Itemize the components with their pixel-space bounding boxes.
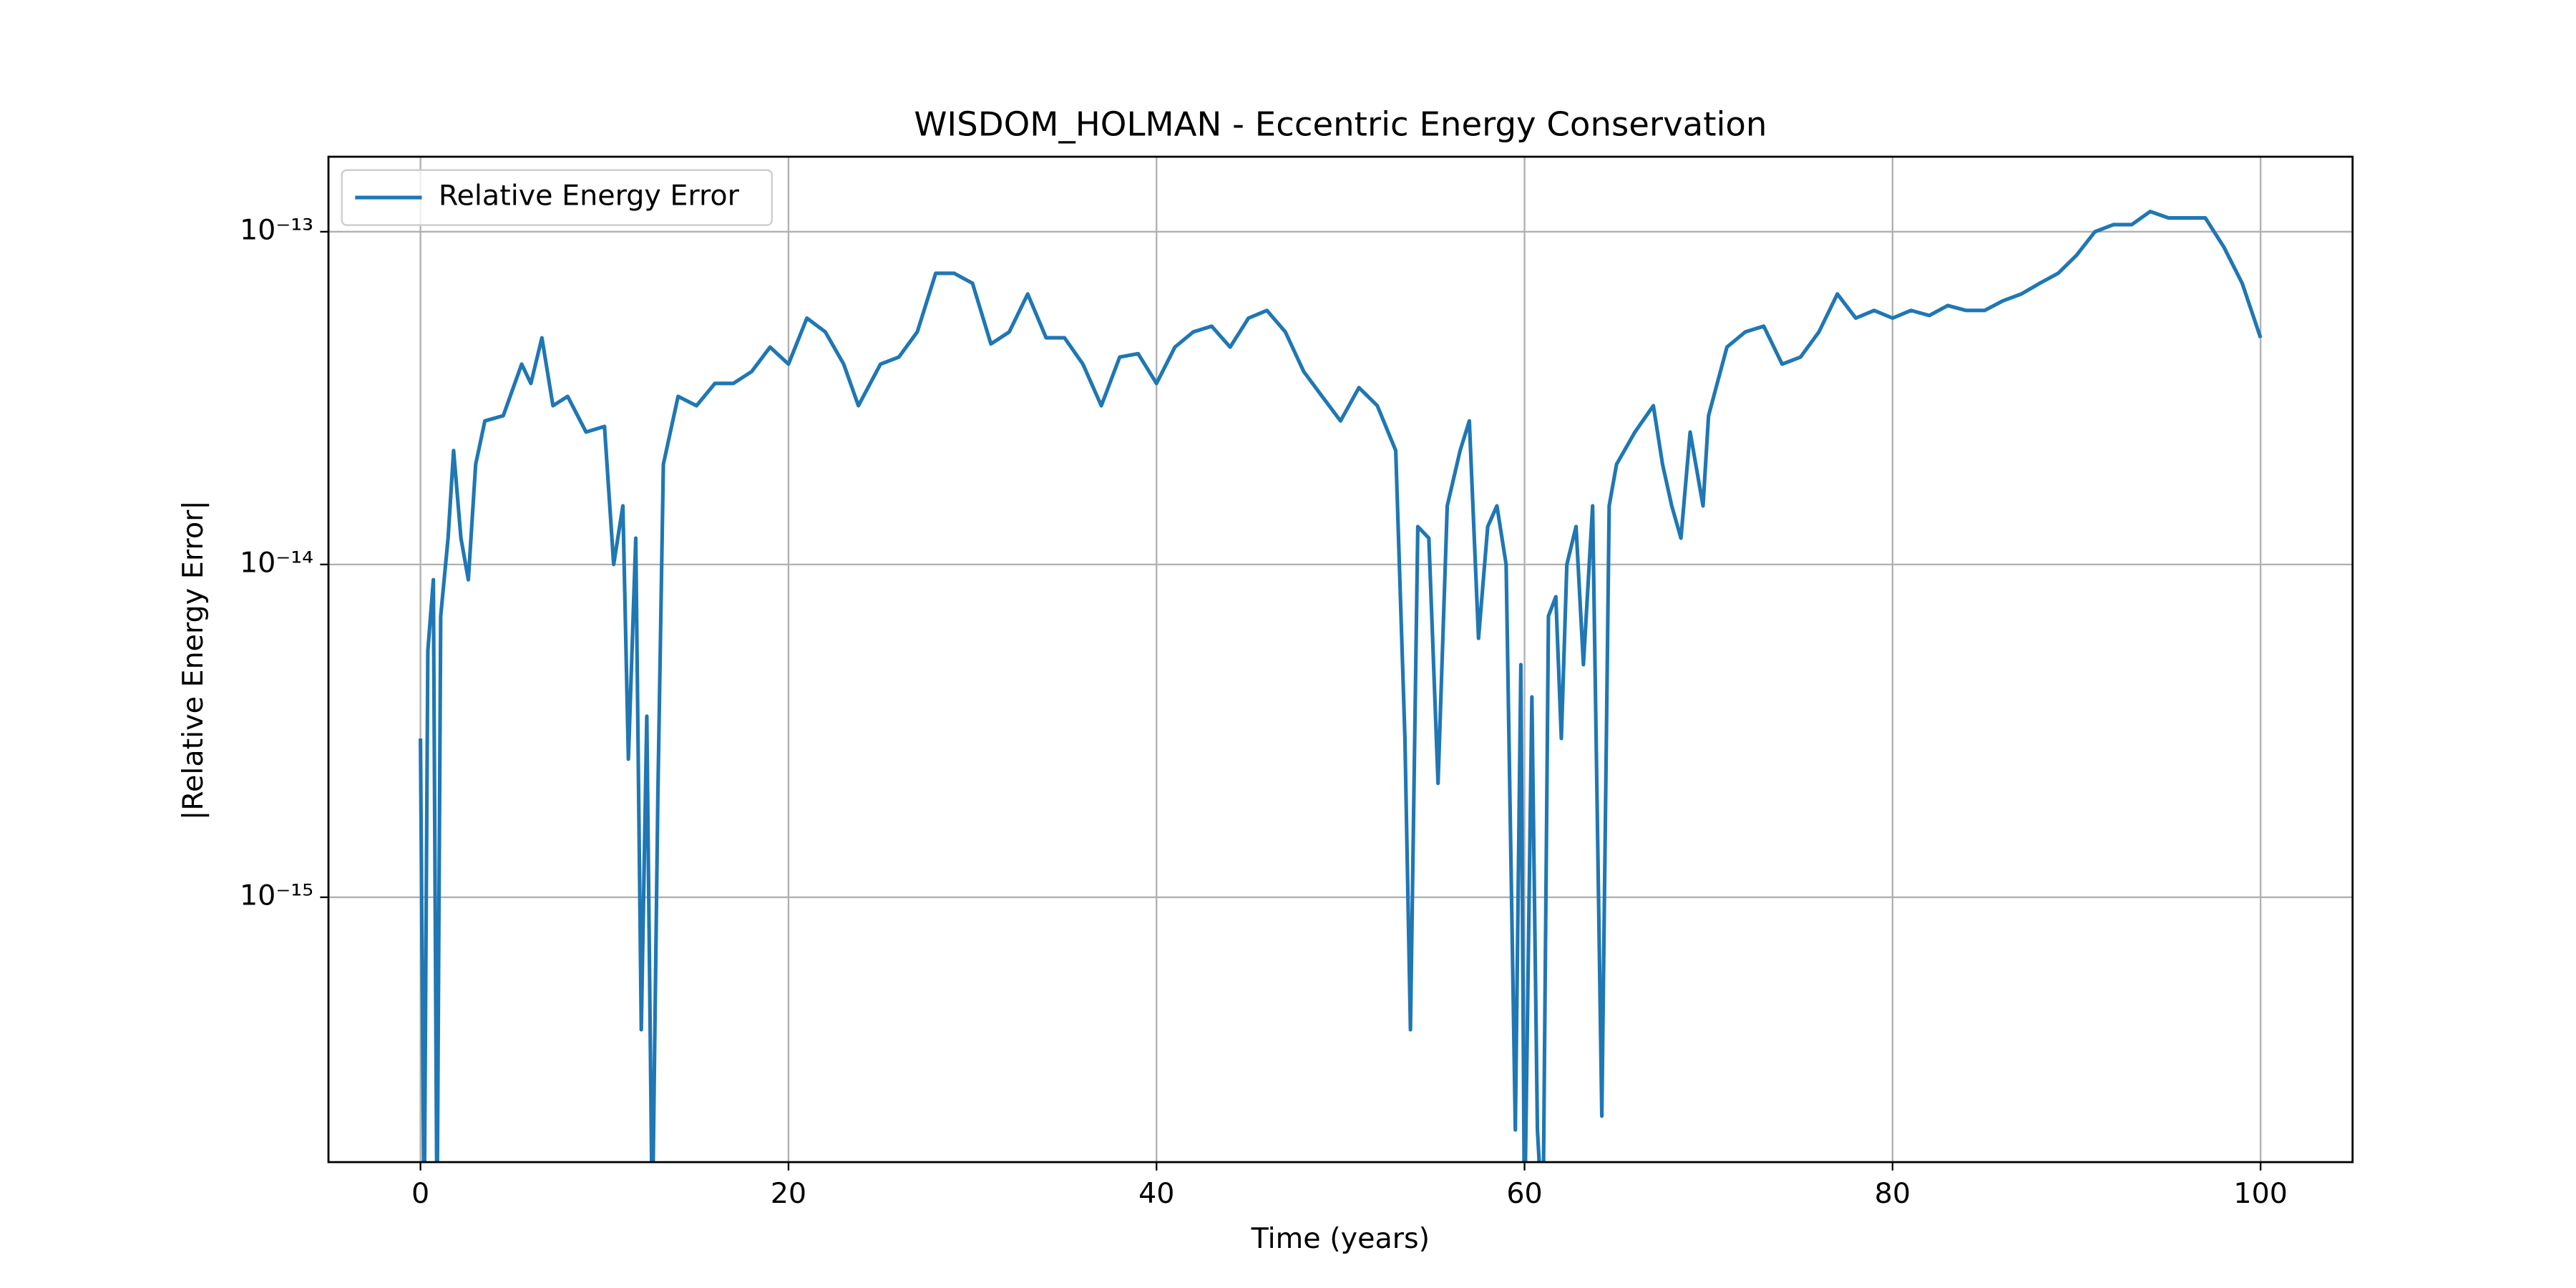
y-tick-label: 10⁻¹⁵ — [240, 879, 313, 912]
x-tick-label: 100 — [2233, 1177, 2288, 1210]
x-tick-label: 20 — [771, 1177, 806, 1210]
axes-frame — [327, 155, 2354, 1163]
y-axis-label: |Relative Energy Error| — [177, 500, 210, 820]
x-tick-label: 40 — [1138, 1177, 1174, 1210]
x-axis-label: Time (years) — [1251, 1222, 1430, 1255]
plot-area — [419, 210, 2263, 1163]
chart-title: WISDOM_HOLMAN - Eccentric Energy Conserv… — [914, 105, 1767, 144]
x-tick-label: 0 — [411, 1177, 429, 1210]
grid: 0 20 40 60 80 100 10⁻¹⁵ 10⁻¹⁴ 10⁻¹³ — [240, 157, 2353, 1210]
legend-label: Relative Energy Error — [439, 180, 740, 213]
legend-box — [341, 169, 773, 226]
x-tick-label: 80 — [1875, 1177, 1911, 1210]
line-series — [419, 210, 2263, 1163]
y-tick-label: 10⁻¹³ — [240, 213, 313, 246]
legend: Relative Energy Error — [341, 169, 773, 226]
x-tick-label: 60 — [1506, 1177, 1542, 1210]
y-tick-label: 10⁻¹⁴ — [240, 546, 313, 579]
